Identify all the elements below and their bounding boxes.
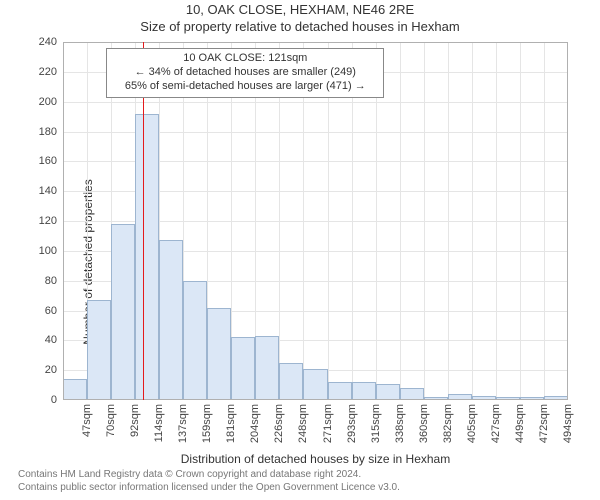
x-tick-label: 405sqm: [466, 404, 478, 443]
x-tick-label: 427sqm: [490, 404, 502, 443]
plot-area: Number of detached properties 0204060801…: [63, 42, 568, 400]
title-subtitle: Size of property relative to detached ho…: [0, 19, 600, 34]
title-address: 10, OAK CLOSE, HEXHAM, NE46 2RE: [0, 2, 600, 17]
x-tick-label: 338sqm: [394, 404, 406, 443]
histogram-bar: [448, 394, 472, 400]
y-tick-label: 180: [39, 126, 63, 138]
histogram-bar: [231, 337, 255, 400]
x-tick-label: 47sqm: [81, 404, 93, 437]
histogram-bar: [111, 224, 135, 400]
y-tick-label: 220: [39, 66, 63, 78]
x-tick-label: 70sqm: [105, 404, 117, 437]
x-tick-label: 181sqm: [225, 404, 237, 443]
histogram-bar: [255, 336, 279, 400]
footer: Contains HM Land Registry data © Crown c…: [18, 469, 400, 494]
gridline-v: [424, 42, 425, 400]
annotation-line3: 65% of semi-detached houses are larger (…: [115, 80, 375, 94]
histogram-bar: [183, 281, 207, 400]
histogram-bar: [400, 388, 424, 400]
x-tick-label: 92sqm: [129, 404, 141, 437]
histogram-bar: [472, 396, 496, 400]
footer-line2: Contains public sector information licen…: [18, 482, 400, 495]
histogram-bar: [424, 397, 448, 400]
gridline-v: [496, 42, 497, 400]
histogram-bar: [303, 369, 327, 400]
histogram-bar: [207, 308, 231, 400]
x-tick-label: 315sqm: [370, 404, 382, 443]
gridline-v: [544, 42, 545, 400]
gridline-v: [472, 42, 473, 400]
y-tick-label: 100: [39, 245, 63, 257]
x-tick-label: 137sqm: [177, 404, 189, 443]
x-tick-label: 271sqm: [322, 404, 334, 443]
histogram-bar: [159, 240, 183, 400]
x-tick-label: 449sqm: [514, 404, 526, 443]
histogram-bar: [63, 379, 87, 400]
histogram-bar: [328, 382, 352, 400]
gridline-v: [400, 42, 401, 400]
histogram-bar: [376, 384, 400, 400]
x-tick-label: 293sqm: [346, 404, 358, 443]
y-tick-label: 200: [39, 96, 63, 108]
annotation-line1: 10 OAK CLOSE: 121sqm: [115, 52, 375, 66]
gridline-v: [448, 42, 449, 400]
footer-line1: Contains HM Land Registry data © Crown c…: [18, 469, 400, 482]
y-tick-label: 80: [45, 275, 63, 287]
gridline-h: [63, 102, 568, 103]
histogram-bar: [520, 397, 544, 400]
x-tick-label: 226sqm: [273, 404, 285, 443]
y-tick-label: 240: [39, 36, 63, 48]
y-tick-label: 20: [45, 364, 63, 376]
y-tick-label: 0: [51, 394, 63, 406]
histogram-bar: [279, 363, 303, 400]
y-tick-label: 40: [45, 334, 63, 346]
x-tick-label: 248sqm: [297, 404, 309, 443]
x-tick-label: 114sqm: [153, 404, 165, 442]
gridline-v: [520, 42, 521, 400]
x-tick-label: 472sqm: [538, 404, 550, 443]
y-tick-label: 60: [45, 305, 63, 317]
annotation-line2: ← 34% of detached houses are smaller (24…: [115, 66, 375, 80]
y-tick-label: 120: [39, 215, 63, 227]
chart-titles: 10, OAK CLOSE, HEXHAM, NE46 2RE Size of …: [0, 2, 600, 34]
histogram-bar: [352, 382, 376, 400]
histogram-bar: [135, 114, 159, 400]
histogram-bar: [87, 300, 111, 400]
histogram-bar: [544, 396, 568, 400]
y-tick-label: 140: [39, 185, 63, 197]
histogram-bar: [496, 397, 520, 400]
x-tick-label: 494sqm: [562, 404, 574, 443]
x-axis-title: Distribution of detached houses by size …: [63, 452, 568, 466]
annotation-box: 10 OAK CLOSE: 121sqm ← 34% of detached h…: [106, 48, 384, 97]
y-tick-label: 160: [39, 155, 63, 167]
x-tick-label: 382sqm: [442, 404, 454, 443]
x-tick-label: 204sqm: [249, 404, 261, 443]
x-tick-label: 360sqm: [418, 404, 430, 443]
x-tick-label: 159sqm: [201, 404, 213, 443]
